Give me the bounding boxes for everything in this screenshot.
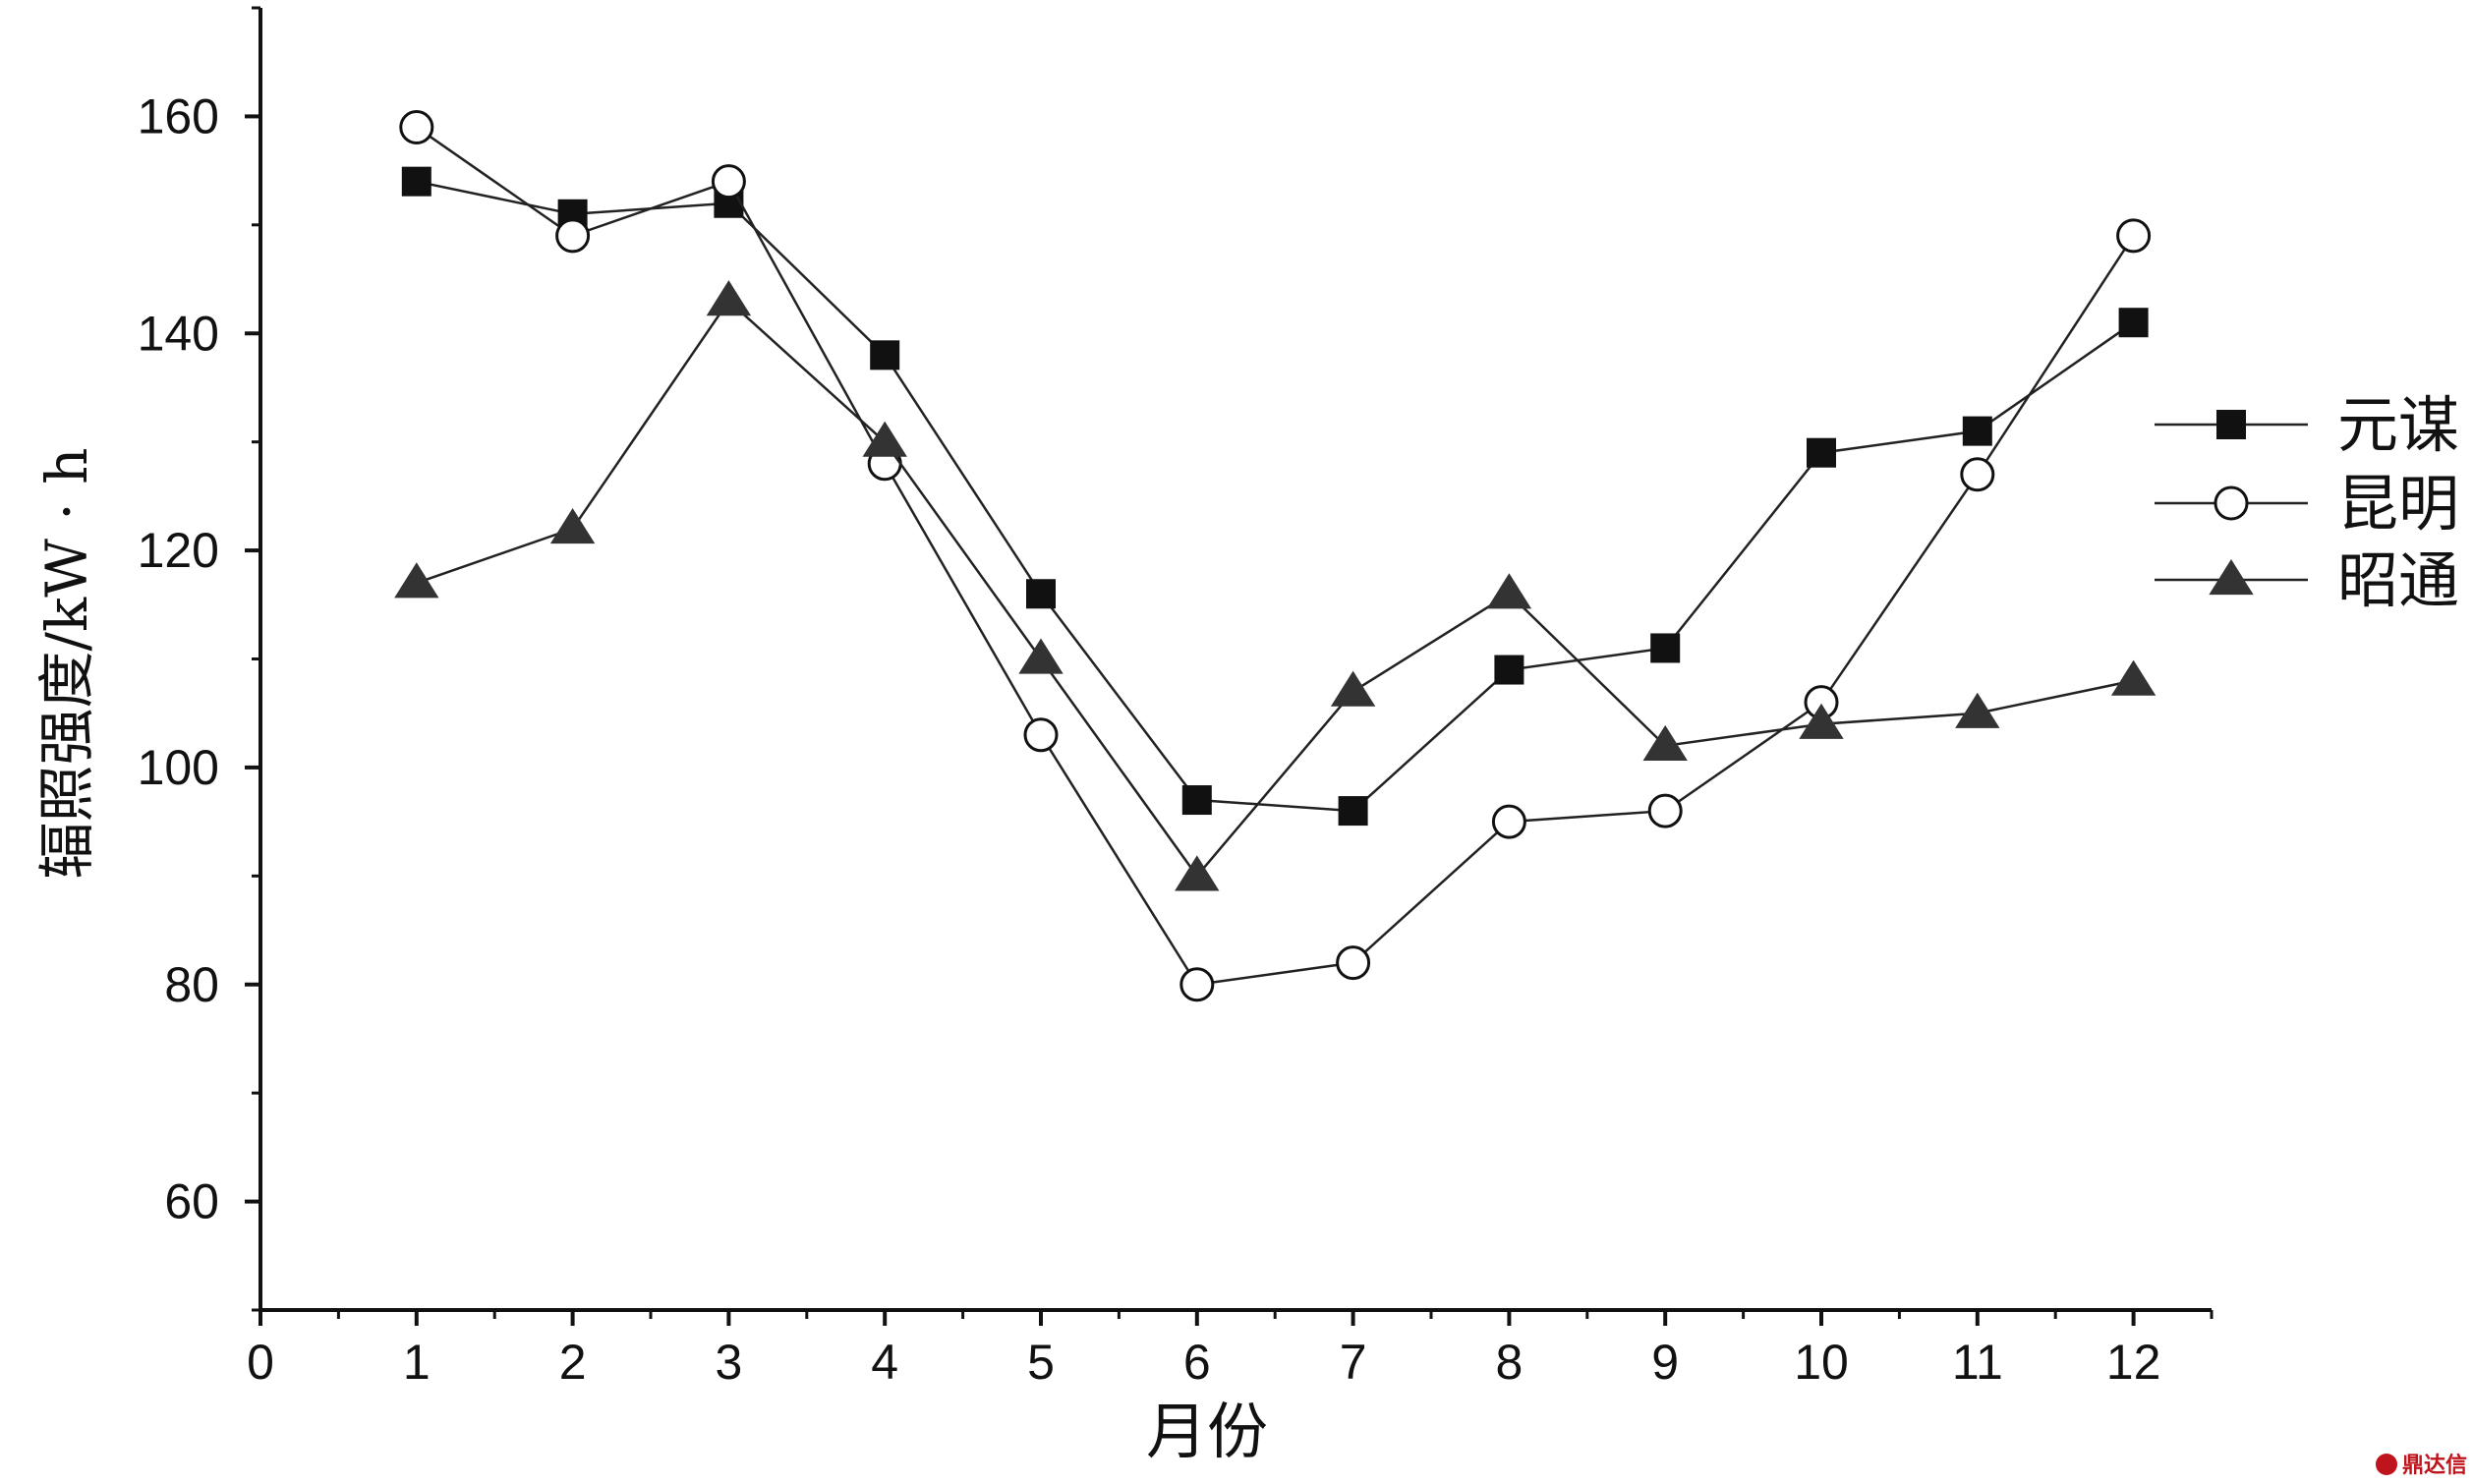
x-tick-label: 2 xyxy=(559,1335,587,1390)
x-tick-label: 12 xyxy=(2106,1335,2161,1390)
x-tick-label: 1 xyxy=(403,1335,431,1390)
y-tick-label: 140 xyxy=(138,306,219,361)
y-axis-title: 辐照强度/kW · h xyxy=(33,448,100,880)
chart-axes xyxy=(259,8,2212,1312)
data-point xyxy=(555,218,591,254)
x-tick-label: 7 xyxy=(1340,1335,1367,1390)
legend-label: 元谋 xyxy=(2337,389,2459,461)
data-point xyxy=(706,280,752,316)
data-point xyxy=(711,164,746,200)
series-3 xyxy=(394,280,2157,891)
data-point xyxy=(2116,218,2152,254)
series-line xyxy=(416,126,2135,987)
x-tick-label: 5 xyxy=(1027,1335,1055,1390)
x-axis-ticks: 0 1 2 3 4 5 6 7 8 9 10 11 12 xyxy=(247,1310,2214,1390)
series-line xyxy=(416,299,2134,879)
x-tick-label: 9 xyxy=(1651,1335,1679,1390)
legend-item: 元谋 xyxy=(2155,389,2459,461)
legend-item: 昆明 xyxy=(2155,468,2459,540)
series-1 xyxy=(401,166,2149,827)
data-point xyxy=(1491,804,1526,839)
data-point xyxy=(394,562,439,599)
series-2 xyxy=(399,109,2152,1002)
data-point xyxy=(1960,457,1995,492)
x-tick-label: 11 xyxy=(1952,1335,2003,1390)
watermark-text: 鼎达信 xyxy=(2402,1453,2467,1478)
legend-marker xyxy=(2214,485,2249,521)
data-point xyxy=(1336,945,1371,981)
data-point xyxy=(2110,659,2157,696)
data-point xyxy=(1023,717,1059,753)
watermark: 鼎达信 xyxy=(2376,1453,2467,1478)
x-tick-label: 10 xyxy=(1794,1335,1849,1390)
data-point xyxy=(1486,573,1532,609)
data-point xyxy=(549,508,596,544)
data-point xyxy=(1650,633,1681,663)
data-point xyxy=(1807,437,1836,468)
legend-marker xyxy=(2216,410,2246,439)
data-point xyxy=(401,166,431,197)
legend-item: 昭通 xyxy=(2155,544,2459,616)
data-point xyxy=(1962,416,1992,446)
x-tick-label: 0 xyxy=(247,1335,274,1390)
data-point xyxy=(1647,793,1683,828)
data-point xyxy=(1179,967,1215,1002)
series-line xyxy=(416,180,2135,813)
data-point xyxy=(1330,670,1376,707)
data-point xyxy=(862,421,907,457)
data-point xyxy=(399,109,434,144)
data-point xyxy=(1799,703,1844,739)
legend-label: 昆明 xyxy=(2337,468,2459,540)
legend-marker xyxy=(2209,559,2254,596)
y-tick-label: 160 xyxy=(138,88,219,143)
data-point xyxy=(1026,579,1056,609)
data-point xyxy=(1018,638,1064,674)
legend-label: 昭通 xyxy=(2337,544,2459,616)
data-point xyxy=(1955,692,2000,728)
y-tick-label: 100 xyxy=(138,740,219,795)
data-point xyxy=(1338,796,1368,827)
x-tick-label: 8 xyxy=(1495,1335,1523,1390)
data-point xyxy=(2118,308,2149,338)
data-point xyxy=(1181,785,1212,816)
y-tick-label: 60 xyxy=(164,1174,219,1229)
x-axis-title: 月份 xyxy=(1146,1396,1268,1467)
data-point xyxy=(1494,655,1524,685)
y-tick-label: 120 xyxy=(138,523,219,578)
x-tick-label: 6 xyxy=(1183,1335,1211,1390)
data-point xyxy=(1175,855,1220,891)
x-tick-label: 3 xyxy=(715,1335,742,1390)
watermark-logo-icon xyxy=(2376,1454,2397,1475)
y-tick-label: 80 xyxy=(164,957,219,1012)
data-point xyxy=(1642,724,1688,761)
data-point xyxy=(870,340,900,371)
y-axis-ticks: 60 80 100 120 140 160 xyxy=(138,6,260,1312)
x-tick-label: 4 xyxy=(871,1335,898,1390)
series-layer xyxy=(394,109,2157,1002)
